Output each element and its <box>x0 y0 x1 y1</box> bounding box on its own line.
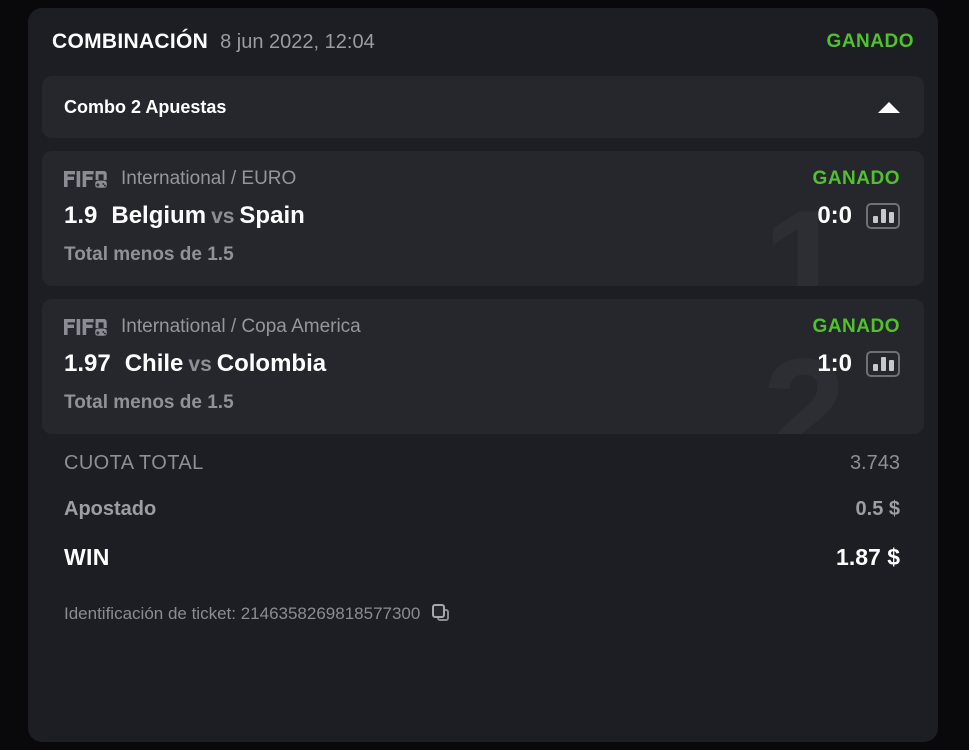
bet-ticket-card: COMBINACIÓN 8 jun 2022, 12:04 GANADO Com… <box>28 8 938 742</box>
bet-market-label: Total menos de 1.5 <box>64 392 234 413</box>
league-name: International / Copa America <box>121 316 361 337</box>
collapse-toggle-button[interactable] <box>878 96 900 118</box>
win-row: WIN 1.87 $ <box>64 544 900 590</box>
total-odds-value: 3.743 <box>849 452 900 474</box>
bet-selection-row[interactable]: 1 <box>42 151 924 286</box>
page-title: COMBINACIÓN <box>52 30 209 53</box>
match-teams: Chile vs Colombia <box>125 350 326 378</box>
stake-label: Apostado <box>64 498 157 520</box>
win-label: WIN <box>64 544 110 570</box>
win-value: 1.87 $ <box>836 544 900 570</box>
bet-market-label: Total menos de 1.5 <box>64 244 234 265</box>
stake-row: Apostado 0.5 $ <box>64 498 900 544</box>
bet-odds: 1.9 <box>64 202 98 229</box>
bet-odds: 1.97 <box>64 350 111 377</box>
bar-chart-icon[interactable] <box>866 351 900 377</box>
bet-score-group: 1:0 <box>817 350 900 378</box>
bet-status-badge: GANADO <box>812 168 900 189</box>
combo-header-bar[interactable]: Combo 2 Apuestas <box>42 76 924 138</box>
total-odds-row: CUOTA TOTAL 3.743 <box>64 452 900 498</box>
bet-header: International / Copa America GANADO <box>64 316 900 338</box>
bet-selection-row[interactable]: 2 <box>42 299 924 434</box>
combo-label: Combo 2 Apuestas <box>64 96 227 117</box>
ticket-summary: CUOTA TOTAL 3.743 Apostado 0.5 $ WIN 1.8… <box>42 434 924 590</box>
bar-chart-icon[interactable] <box>866 203 900 229</box>
stake-value: 0.5 $ <box>855 498 900 520</box>
match-score: 0:0 <box>817 202 852 229</box>
match-teams: Belgium vs Spain <box>111 202 304 230</box>
bet-match-row: 1.9 Belgium vs Spain 0:0 <box>64 202 900 230</box>
copy-icon[interactable] <box>432 604 452 624</box>
fifa-esports-icon <box>64 168 110 190</box>
ticket-header: COMBINACIÓN 8 jun 2022, 12:04 GANADO <box>42 8 924 76</box>
vs-label: vs <box>188 353 212 376</box>
ticket-id-row: Identificación de ticket: 21463582698185… <box>42 590 924 624</box>
bet-status-badge: GANADO <box>812 316 900 337</box>
bet-match-row: 1.97 Chile vs Colombia 1:0 <box>64 350 900 378</box>
home-team: Belgium <box>111 202 207 229</box>
total-odds-label: CUOTA TOTAL <box>64 452 204 474</box>
ticket-id-label: Identificación de ticket: 21463582698185… <box>64 604 421 623</box>
ticket-status-badge: GANADO <box>826 31 914 52</box>
bet-score-group: 0:0 <box>817 202 900 230</box>
away-team: Colombia <box>216 350 327 377</box>
away-team: Spain <box>239 202 305 229</box>
bet-header: International / EURO GANADO <box>64 168 900 190</box>
vs-label: vs <box>211 205 235 228</box>
ticket-date: 8 jun 2022, 12:04 <box>220 30 375 53</box>
fifa-esports-icon <box>64 316 110 338</box>
league-name: International / EURO <box>121 168 297 189</box>
match-score: 1:0 <box>817 350 852 377</box>
triangle-up-icon <box>878 101 900 113</box>
home-team: Chile <box>124 350 184 377</box>
